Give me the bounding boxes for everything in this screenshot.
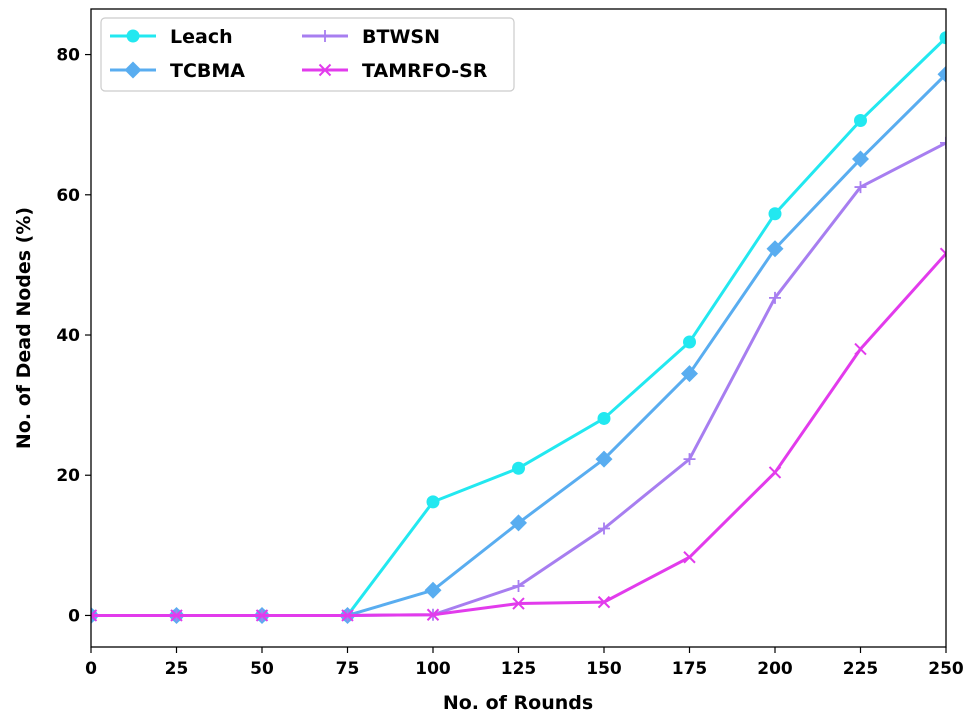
legend-label: Leach bbox=[170, 26, 233, 48]
y-tick-label: 20 bbox=[56, 466, 80, 486]
data-point-btwsn bbox=[512, 580, 525, 593]
x-tick-label: 250 bbox=[928, 659, 964, 679]
data-point-tcbma bbox=[852, 150, 869, 168]
x-tick-label: 200 bbox=[757, 659, 793, 679]
data-point-tamrfo-sr bbox=[341, 609, 354, 622]
y-axis-label: No. of Dead Nodes (%) bbox=[13, 207, 35, 449]
data-point-btwsn bbox=[683, 453, 696, 466]
data-point-tamrfo-sr bbox=[854, 342, 867, 356]
y-tick-label: 80 bbox=[56, 46, 80, 66]
data-point-tamrfo-sr bbox=[597, 595, 611, 609]
data-point-leach bbox=[854, 113, 867, 127]
data-point-btwsn bbox=[940, 136, 946, 149]
series-line-tamrfo-sr bbox=[91, 252, 946, 617]
series-layer bbox=[91, 31, 946, 624]
data-point-tcbma bbox=[424, 581, 442, 599]
x-axis-label: No. of Rounds bbox=[443, 692, 593, 713]
legend-box bbox=[100, 17, 515, 92]
legend-label: BTWSN bbox=[362, 26, 440, 48]
legend-item-tcbma: TCBMA bbox=[110, 60, 245, 82]
x-tick-label: 125 bbox=[501, 659, 537, 679]
x-tick-label: 75 bbox=[336, 659, 360, 679]
data-point-btwsn bbox=[854, 181, 867, 194]
x-tick-label: 150 bbox=[586, 659, 622, 679]
data-point-leach bbox=[597, 411, 611, 425]
plot-area bbox=[91, 31, 946, 624]
data-point-tamrfo-sr bbox=[939, 247, 946, 260]
x-tick-label: 0 bbox=[85, 659, 97, 679]
legend-label: TAMRFO-SR bbox=[362, 60, 488, 82]
data-point-tcbma bbox=[595, 450, 613, 468]
data-point-tamrfo-sr bbox=[512, 597, 525, 610]
series-line-btwsn bbox=[91, 141, 946, 617]
legend-marker bbox=[124, 61, 142, 79]
data-point-tcbma bbox=[510, 514, 527, 532]
y-tick-label: 0 bbox=[68, 606, 80, 626]
data-point-tcbma bbox=[766, 240, 784, 258]
legend-item-tamrfo-sr: TAMRFO-SR bbox=[302, 60, 488, 82]
legend: Leach TCBMA BTWSN TAMRFO-SR bbox=[100, 17, 515, 92]
data-point-tamrfo-sr bbox=[426, 608, 440, 621]
data-point-leach bbox=[683, 335, 696, 349]
x-tick-label: 175 bbox=[672, 659, 708, 679]
data-point-leach bbox=[939, 31, 946, 45]
y-tick-label: 40 bbox=[56, 326, 80, 346]
data-point-leach bbox=[768, 207, 782, 221]
legend-label: TCBMA bbox=[170, 60, 245, 82]
x-tick-label: 25 bbox=[165, 659, 189, 679]
x-axis: 0 25 50 75 100 125 150 175 200 225 250 bbox=[85, 647, 964, 679]
plot-frame bbox=[90, 8, 947, 648]
data-point-tcbma bbox=[937, 65, 946, 83]
y-tick-label: 60 bbox=[56, 186, 80, 206]
data-point-leach bbox=[512, 461, 525, 475]
y-axis: 0 20 40 60 80 bbox=[56, 46, 91, 626]
data-point-btwsn bbox=[769, 291, 781, 304]
data-point-tamrfo-sr bbox=[91, 609, 98, 622]
legend-marker bbox=[318, 63, 332, 77]
legend-item-leach: Leach bbox=[110, 26, 233, 48]
x-tick-label: 225 bbox=[843, 659, 879, 679]
x-tick-label: 100 bbox=[415, 659, 451, 679]
legend-marker bbox=[319, 30, 331, 42]
data-point-tamrfo-sr bbox=[170, 609, 183, 622]
series-line-tcbma bbox=[91, 73, 946, 617]
data-point-tamrfo-sr bbox=[255, 609, 269, 622]
data-point-leach bbox=[426, 495, 440, 509]
x-tick-label: 50 bbox=[250, 659, 274, 679]
legend-item-btwsn: BTWSN bbox=[302, 26, 440, 48]
legend-marker bbox=[126, 29, 140, 43]
data-point-tcbma bbox=[681, 365, 698, 383]
data-point-btwsn bbox=[598, 522, 610, 535]
data-point-tamrfo-sr bbox=[683, 551, 696, 564]
data-point-tamrfo-sr bbox=[768, 466, 782, 479]
